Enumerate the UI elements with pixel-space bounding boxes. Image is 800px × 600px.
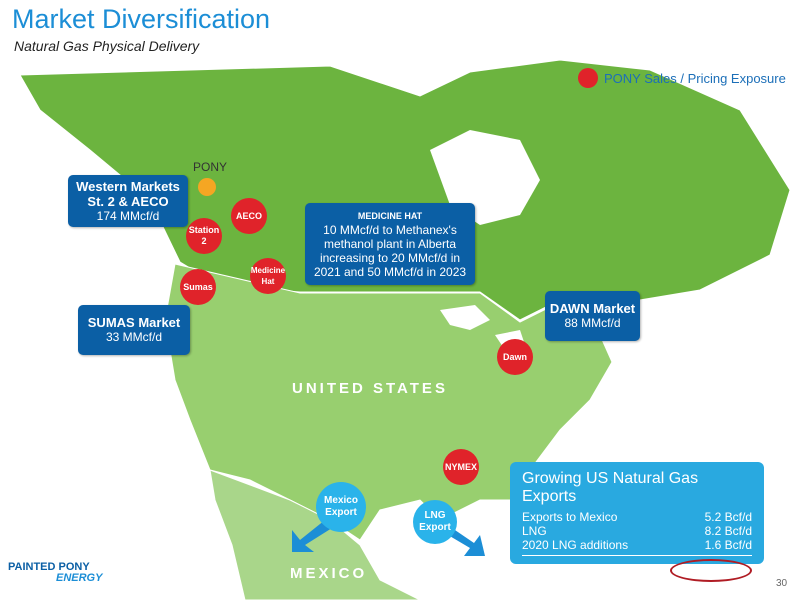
row-label: 2020 LNG additions <box>522 538 629 552</box>
logo-sub: ENERGY <box>56 572 103 584</box>
pony-label: PONY <box>193 160 228 174</box>
row-label: Exports to Mexico <box>522 510 618 524</box>
legend-dot <box>578 68 598 88</box>
callout-medicine-hat: MEDICINE HAT 10 MMcf/d to Methanex's metha… <box>305 203 475 285</box>
callout-volume: 88 MMcf/d <box>564 316 621 330</box>
callout-western: Western Markets St. 2 & AECO 174 MMcf/d <box>68 175 188 227</box>
mexico-arrow <box>292 520 332 552</box>
legend: PONY Sales / Pricing Exposure <box>578 68 786 88</box>
title: Market Diversification <box>12 4 271 34</box>
export-circle: Mexico Export <box>316 482 366 532</box>
marker-text: Dawn <box>502 351 527 362</box>
callout-volume: 33 MMcf/d <box>105 330 162 344</box>
callout-line: methanol plant in Alberta <box>323 237 457 251</box>
callout-title: Western Markets <box>76 178 180 194</box>
lng-arrow <box>448 528 485 556</box>
marker: Medicine Hat <box>250 258 286 294</box>
export-text: LNG <box>424 510 446 521</box>
export-text: Mexico <box>324 495 358 506</box>
marker: NYMEX <box>443 449 479 485</box>
marker-text: Medicine <box>250 266 286 275</box>
row-value: 8.2 Bcf/d <box>704 524 752 538</box>
box-title: Growing US Natural Gas Exports <box>522 470 699 505</box>
export-circle: LNG Export <box>413 500 457 544</box>
marker: Sumas <box>180 269 216 305</box>
callout-title: St. 2 & AECO <box>87 193 169 209</box>
marker: Station 2 <box>186 218 222 254</box>
export-text: Export <box>325 507 357 518</box>
box-row: 2020 LNG additions 1.6 Bcf/d <box>522 538 752 552</box>
marker-text: 2 <box>201 236 207 246</box>
marker-text: Station <box>188 225 220 235</box>
exports-box: Growing US Natural Gas Exports Exports t… <box>510 462 764 582</box>
mexico-label: MEXICO <box>290 565 368 582</box>
callout-dawn: DAWN Market 88 MMcf/d <box>545 291 640 341</box>
total-note: (end 2020) <box>553 566 602 578</box>
export-text: Export <box>419 522 451 533</box>
marker-text: Sumas <box>183 281 213 292</box>
logo-name: PAINTED PONY <box>8 561 90 573</box>
box-total: Total (end 2020) 15 Bcf/d <box>522 555 752 582</box>
callout-title: DAWN Market <box>549 301 636 316</box>
callout-line: 2021 and 50 MMcf/d in 2023 <box>313 265 467 279</box>
legend-text: PONY Sales / Pricing Exposure <box>604 70 786 86</box>
row-label: LNG <box>522 524 547 538</box>
marker-text: AECO <box>235 210 262 221</box>
callout-line: increasing to 20 MMcf/d in <box>319 251 461 265</box>
marker: AECO <box>231 198 267 234</box>
callout-line: 10 MMcf/d to Methanex's <box>323 223 457 237</box>
marker-text: Hat <box>261 277 275 286</box>
logo: PAINTED PONY ENERGY <box>8 562 102 584</box>
marker: Dawn <box>497 339 533 375</box>
total-label: Total <box>522 563 550 578</box>
page-number: 30 <box>776 578 788 589</box>
hudson-bay <box>430 130 540 225</box>
total-value: 15 Bcf/d <box>669 559 752 582</box>
subtitle: Natural Gas Physical Delivery <box>14 38 200 54</box>
callout-volume: 174 MMcf/d <box>96 208 160 223</box>
callout-title: SUMAS Market <box>87 315 181 330</box>
callout-title: MEDICINE HAT <box>357 211 423 221</box>
us-label: UNITED STATES <box>292 380 448 397</box>
row-value: 5.2 Bcf/d <box>704 510 752 524</box>
great-lakes <box>440 305 525 350</box>
callout-sumas: SUMAS Market 33 MMcf/d <box>78 305 190 355</box>
row-value: 1.6 Bcf/d <box>704 538 752 552</box>
box-row: Exports to Mexico 5.2 Bcf/d <box>522 510 752 524</box>
marker-text: NYMEX <box>444 461 477 472</box>
pony-dot <box>198 178 216 196</box>
box-row: LNG 8.2 Bcf/d <box>522 524 752 538</box>
